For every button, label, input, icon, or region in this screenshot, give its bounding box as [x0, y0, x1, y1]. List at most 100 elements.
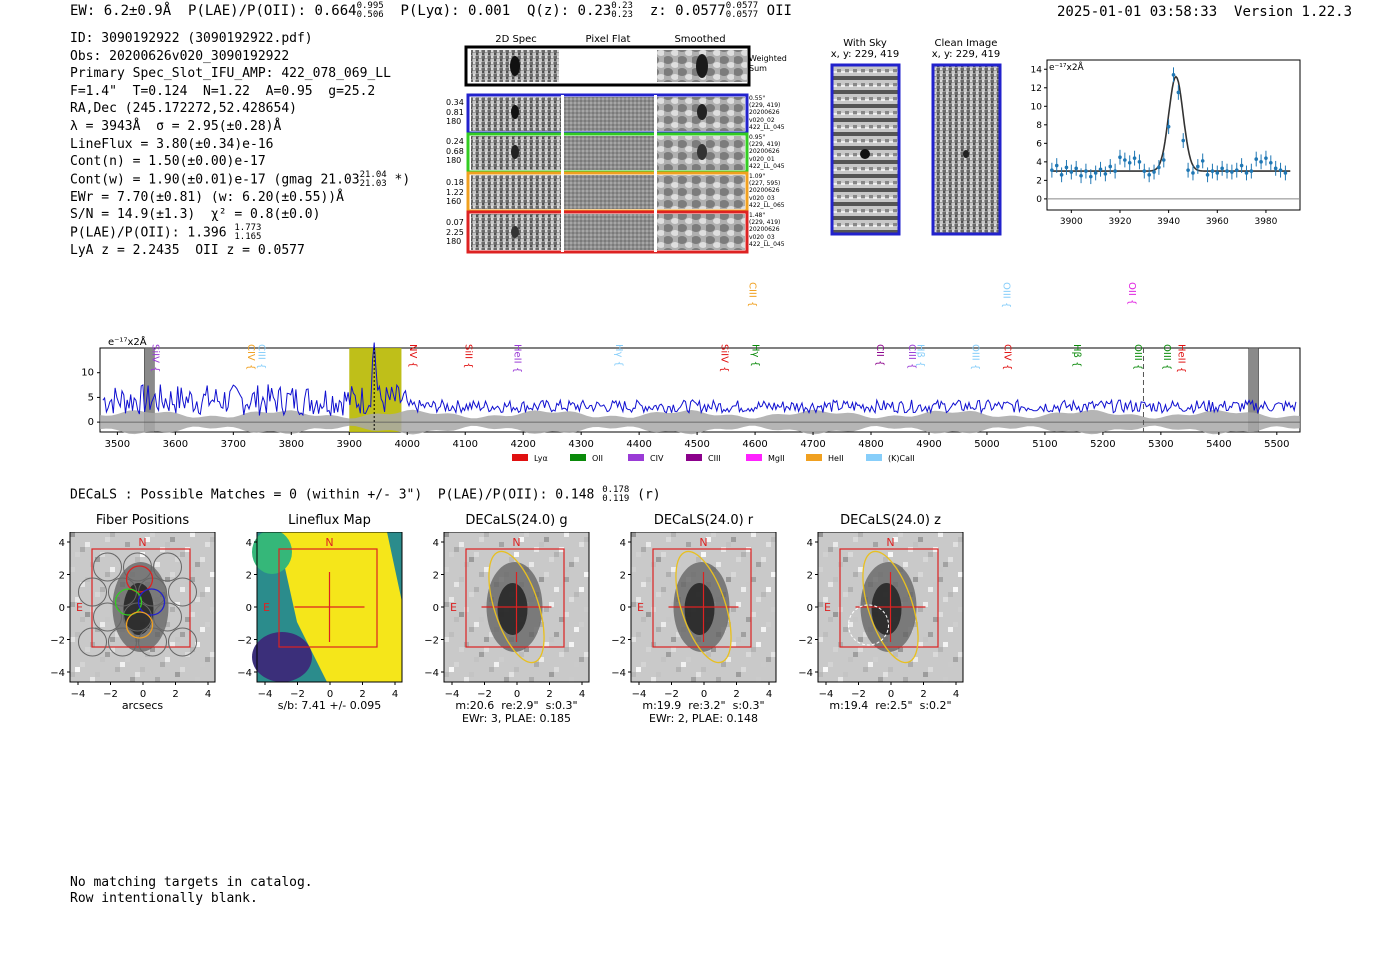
noise-pixel — [751, 577, 756, 582]
panel-ytick-label: −2 — [424, 636, 439, 647]
panel-xtick-label: 2 — [733, 689, 739, 700]
line-label-group: Hβ { — [1071, 344, 1082, 367]
noise-pixel — [489, 632, 494, 637]
noise-pixel — [110, 567, 115, 572]
fiber-green — [114, 588, 143, 616]
zoom-ytick-label: 6 — [1036, 139, 1042, 149]
noise-pixel — [564, 612, 569, 617]
panel-ytick-label: −4 — [237, 668, 252, 679]
noise-pixel — [80, 547, 85, 552]
noise-pixel — [928, 667, 933, 672]
spectrum-ytick-label: 10 — [81, 368, 94, 379]
zoom-ytick-label: 10 — [1031, 102, 1043, 112]
panel-xtick-label: 0 — [327, 689, 333, 700]
noise-pixel — [110, 637, 115, 642]
cutout-row-3 — [466, 171, 749, 213]
panel-xtick-label: −4 — [71, 689, 86, 700]
zoom-data-point — [1234, 168, 1239, 172]
zoom-data-point — [1225, 169, 1229, 173]
noise-pixel — [190, 647, 195, 652]
decals-panel-caption: s/b: 7.41 +/- 0.095 — [277, 699, 382, 712]
panel-ytick-label: −2 — [798, 636, 813, 647]
spectrum-xtick-label: 5500 — [1264, 439, 1289, 450]
line-label: SiIV { — [719, 344, 730, 372]
row3-left-label: 0.18 1.22 160 — [446, 178, 464, 206]
line-label: HeII { — [1175, 344, 1186, 373]
noise-pixel — [953, 542, 958, 547]
noise-pixel — [165, 542, 170, 547]
zoom-data-point — [1093, 171, 1098, 175]
zoom-data-point — [1137, 160, 1142, 164]
line-label: OIII { — [970, 344, 981, 370]
noise-pixel — [848, 552, 853, 557]
noise-pixel — [948, 557, 953, 562]
noise-pixel — [504, 677, 509, 682]
noise-pixel — [469, 592, 474, 597]
noise-pixel — [95, 592, 100, 597]
panel-xtick-label: −2 — [477, 689, 492, 700]
noise-pixel — [923, 672, 928, 677]
noise-pixel — [75, 597, 80, 602]
line-label: HeII { — [512, 344, 523, 373]
noise-pixel — [731, 607, 736, 612]
line-label: NV { — [407, 344, 418, 368]
noise-pixel — [833, 577, 838, 582]
spectrum-series-line — [102, 342, 1297, 417]
spectrum-xtick-label: 5200 — [1090, 439, 1115, 450]
noise-pixel — [761, 662, 766, 667]
noise-pixel — [833, 542, 838, 547]
noise-pixel — [140, 552, 145, 557]
decals-panel-image: N E 4 2 0 −2 −4 −4 −2 0 2 4 — [237, 532, 403, 700]
noise-pixel — [80, 617, 85, 622]
zoom-data-point — [1103, 172, 1108, 176]
noise-pixel — [549, 557, 554, 562]
noise-pixel — [205, 622, 210, 627]
decals-panel-2: Lineflux Map N E 4 2 0 −2 −4 −4 −2 0 2 4 s/b: 7.41 +/… — [227, 510, 412, 725]
fiber-circle — [168, 577, 197, 607]
noise-pixel — [180, 587, 185, 592]
noise-pixel — [100, 587, 105, 592]
search-box — [91, 548, 191, 648]
noise-pixel — [893, 537, 898, 542]
noise-pixel — [564, 577, 569, 582]
noise-pixel — [898, 647, 903, 652]
noise-pixel — [180, 552, 185, 557]
zoom-data-point — [1084, 169, 1088, 173]
noise-pixel — [736, 557, 741, 562]
zoom-data-point — [1113, 169, 1117, 173]
spectrum-xtick-label: 4000 — [395, 439, 420, 450]
noise-pixel — [125, 542, 130, 547]
noise-pixel — [469, 672, 474, 677]
noise-pixel — [631, 602, 636, 607]
noise-pixel — [529, 677, 534, 682]
fiber-circle — [78, 627, 107, 657]
zoom-data-point — [1166, 124, 1171, 129]
noise-pixel — [923, 637, 928, 642]
noise-pixel — [444, 602, 449, 607]
noise-pixel — [636, 552, 641, 557]
noise-pixel — [741, 552, 746, 557]
zoom-xtick-label: 3900 — [1060, 217, 1083, 227]
noise-pixel — [696, 557, 701, 562]
panel-xtick-label: 0 — [514, 689, 520, 700]
noise-pixel — [958, 607, 963, 612]
decals-panel-title: Fiber Positions — [95, 513, 190, 528]
cutout-row-1 — [466, 93, 749, 135]
decals-summary: DECaLS : Possible Matches = 0 (within +/… — [70, 485, 661, 504]
header-z: z: 0.0577 — [649, 3, 726, 19]
line-label: OIII { — [1132, 344, 1143, 370]
noise-pixel — [105, 617, 110, 622]
fiber-circle — [93, 602, 122, 632]
fiber-circle — [123, 602, 152, 632]
noise-pixel — [751, 612, 756, 617]
zoom-data-point — [1098, 167, 1103, 172]
decals-panel-caption: m:19.9 re:3.2" s:0.3" EWr: 2, PLAE: 0.148 — [642, 699, 765, 725]
search-box — [652, 548, 752, 648]
noise-pixel — [928, 587, 933, 592]
panel-xtick-label: −2 — [851, 689, 866, 700]
noise-pixel — [105, 572, 110, 577]
noise-pixel — [943, 642, 948, 647]
noise-pixel — [746, 617, 751, 622]
noise-pixel — [948, 627, 953, 632]
noise-pixel — [843, 592, 848, 597]
